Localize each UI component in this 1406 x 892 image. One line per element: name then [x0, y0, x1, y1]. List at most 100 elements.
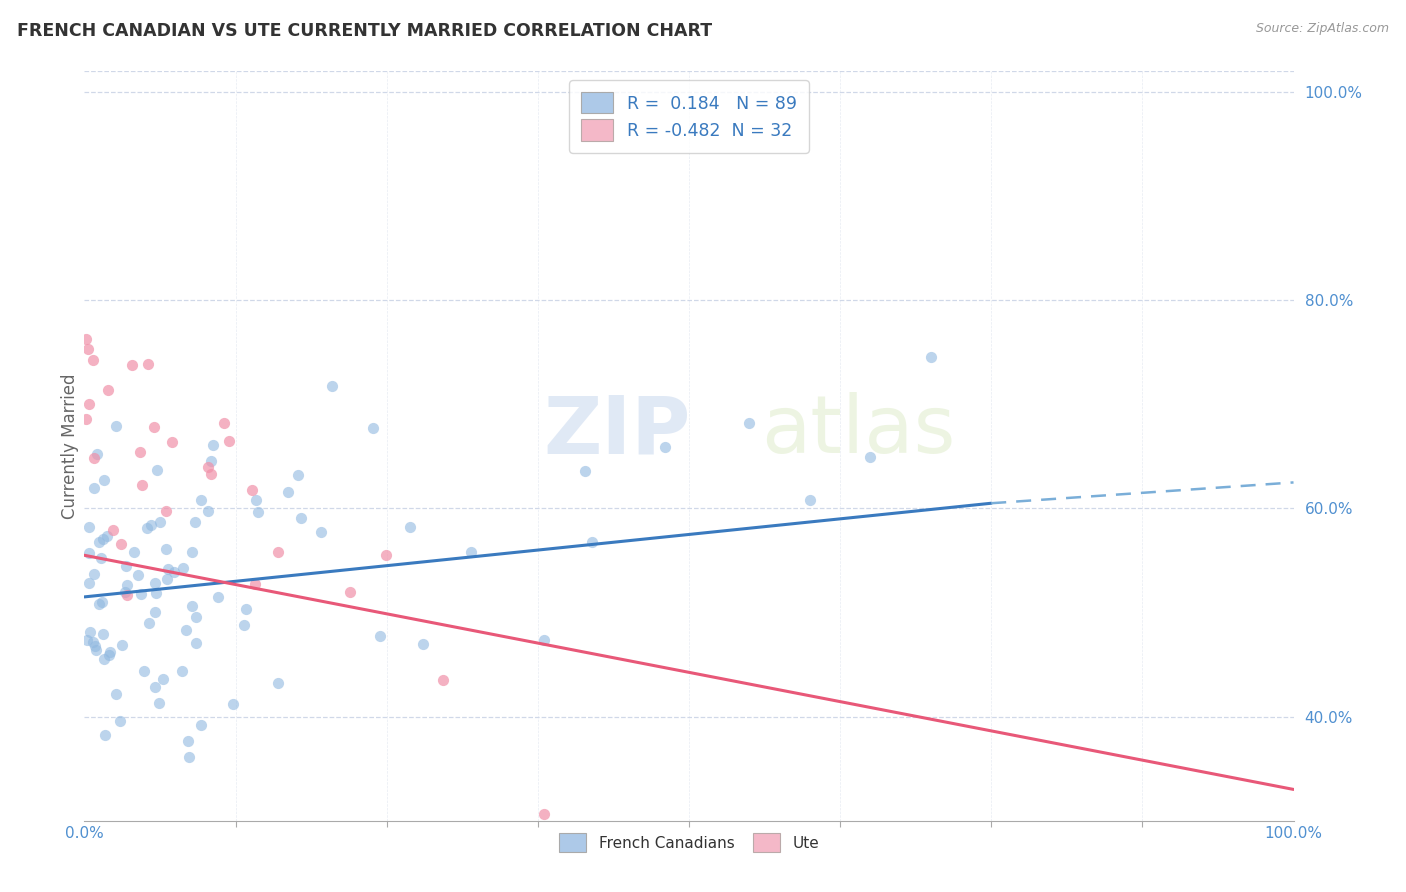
- Point: [738, 416, 761, 430]
- Point: [101, 523, 124, 537]
- Point: [152, 672, 174, 686]
- Point: [218, 434, 240, 449]
- Point: [361, 421, 384, 435]
- Point: [87, 597, 110, 611]
- Point: [339, 584, 361, 599]
- Point: [460, 545, 482, 559]
- Point: [136, 521, 159, 535]
- Point: [76, 632, 98, 647]
- Point: [138, 357, 160, 371]
- Point: [142, 420, 165, 434]
- Point: [172, 561, 194, 575]
- Point: [581, 535, 603, 549]
- Text: FRENCH CANADIAN VS UTE CURRENTLY MARRIED CORRELATION CHART: FRENCH CANADIAN VS UTE CURRENTLY MARRIED…: [17, 22, 711, 40]
- Point: [141, 517, 163, 532]
- Point: [83, 566, 105, 581]
- Point: [799, 493, 821, 508]
- Point: [533, 806, 555, 821]
- Point: [93, 652, 115, 666]
- Point: [115, 588, 138, 602]
- Point: [233, 618, 256, 632]
- Point: [77, 397, 100, 411]
- Text: Source: ZipAtlas.com: Source: ZipAtlas.com: [1256, 22, 1389, 36]
- Point: [104, 418, 127, 433]
- Point: [242, 483, 264, 498]
- Point: [131, 478, 153, 492]
- Point: [197, 504, 219, 518]
- Point: [82, 635, 104, 649]
- Point: [399, 519, 422, 533]
- Point: [287, 467, 309, 482]
- Point: [200, 454, 222, 468]
- Point: [245, 493, 267, 508]
- Point: [77, 576, 100, 591]
- Point: [186, 636, 208, 650]
- Point: [96, 529, 118, 543]
- Point: [79, 625, 101, 640]
- Point: [82, 352, 104, 367]
- Point: [127, 568, 149, 582]
- Point: [375, 548, 398, 562]
- Point: [93, 474, 115, 488]
- Point: [129, 587, 152, 601]
- Y-axis label: Currently Married: Currently Married: [62, 373, 80, 519]
- Point: [134, 664, 156, 678]
- Point: [108, 714, 131, 728]
- Point: [91, 626, 114, 640]
- Point: [309, 524, 332, 539]
- Point: [83, 481, 105, 495]
- Point: [160, 435, 183, 450]
- Point: [247, 505, 270, 519]
- Point: [93, 532, 115, 546]
- Point: [290, 511, 312, 525]
- Point: [156, 562, 179, 576]
- Point: [75, 332, 97, 346]
- Point: [267, 545, 290, 559]
- Point: [97, 383, 120, 397]
- Point: [122, 544, 145, 558]
- Point: [222, 697, 245, 711]
- Point: [574, 464, 596, 478]
- Text: atlas: atlas: [762, 392, 956, 470]
- Point: [533, 632, 555, 647]
- Point: [186, 610, 208, 624]
- Point: [176, 623, 198, 637]
- Point: [87, 535, 110, 549]
- Point: [110, 537, 132, 551]
- Point: [859, 450, 882, 464]
- Point: [129, 445, 152, 459]
- Point: [654, 440, 676, 454]
- Point: [115, 559, 138, 574]
- Point: [190, 718, 212, 732]
- Point: [155, 503, 177, 517]
- Point: [190, 493, 212, 508]
- Point: [321, 378, 343, 392]
- Point: [90, 550, 112, 565]
- Point: [181, 545, 204, 559]
- Point: [145, 585, 167, 599]
- Point: [79, 546, 101, 560]
- Point: [77, 343, 100, 357]
- Point: [93, 728, 115, 742]
- Point: [143, 605, 166, 619]
- Point: [180, 599, 202, 613]
- Point: [86, 643, 108, 657]
- Point: [243, 577, 266, 591]
- Point: [86, 446, 108, 460]
- Point: [172, 664, 194, 678]
- Point: [143, 575, 166, 590]
- Point: [212, 416, 235, 430]
- Legend: French Canadians, Ute: French Canadians, Ute: [553, 827, 825, 858]
- Point: [115, 578, 138, 592]
- Point: [177, 749, 200, 764]
- Point: [98, 645, 121, 659]
- Point: [104, 687, 127, 701]
- Point: [368, 629, 391, 643]
- Point: [177, 733, 200, 747]
- Point: [207, 591, 229, 605]
- Point: [90, 595, 112, 609]
- Point: [145, 680, 167, 694]
- Point: [77, 520, 100, 534]
- Point: [412, 636, 434, 650]
- Point: [149, 515, 172, 529]
